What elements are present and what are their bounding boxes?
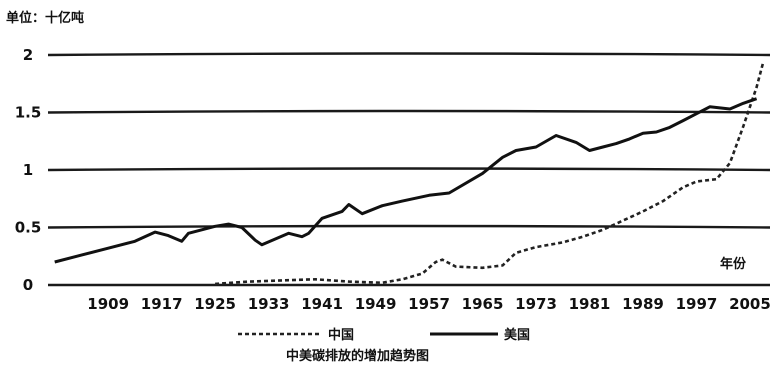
legend-label-usa: 美国	[504, 327, 530, 343]
x-tick-label: 1941	[301, 295, 343, 313]
x-tick-label: 1949	[355, 295, 397, 313]
x-axis-ticks: 1909 1917 1925 1933 1941 1949 1957 1965 1973 1981…	[87, 295, 771, 313]
gridline-1	[47, 167, 771, 172]
legend: 中国 美国	[238, 327, 530, 343]
y-tick-label: 0	[23, 276, 33, 294]
y-tick-label: 0.5	[15, 219, 42, 237]
x-tick-label: 2005	[729, 295, 771, 313]
y-tick-label: 2	[23, 46, 33, 64]
x-tick-label: 1989	[622, 295, 664, 313]
x-tick-label: 1933	[248, 295, 290, 313]
gridline-2	[47, 52, 771, 57]
gridline-0-5	[47, 224, 771, 229]
y-axis-ticks: 0 0.5 1 1.5 2	[15, 46, 42, 294]
gridlines	[47, 52, 771, 287]
unit-label: 单位：十亿吨	[6, 10, 84, 26]
x-tick-label: 1909	[87, 295, 129, 313]
legend-label-china: 中国	[328, 327, 354, 343]
y-tick-label: 1	[23, 161, 33, 179]
x-tick-label: 1925	[194, 295, 236, 313]
x-tick-label: 1981	[569, 295, 611, 313]
x-tick-label: 1973	[515, 295, 557, 313]
series-line-usa	[54, 97, 758, 264]
gridline-1-5	[47, 109, 771, 114]
x-axis-label: 年份	[720, 256, 747, 272]
series-line-china	[215, 61, 765, 286]
x-tick-label: 1997	[676, 295, 718, 313]
chart-title: 中美碳排放的增加趋势图	[286, 348, 429, 364]
x-tick-label: 1965	[462, 295, 504, 313]
series-lines	[54, 61, 765, 286]
y-tick-label: 1.5	[15, 104, 42, 122]
x-tick-label: 1957	[408, 295, 450, 313]
x-tick-label: 1917	[141, 295, 183, 313]
